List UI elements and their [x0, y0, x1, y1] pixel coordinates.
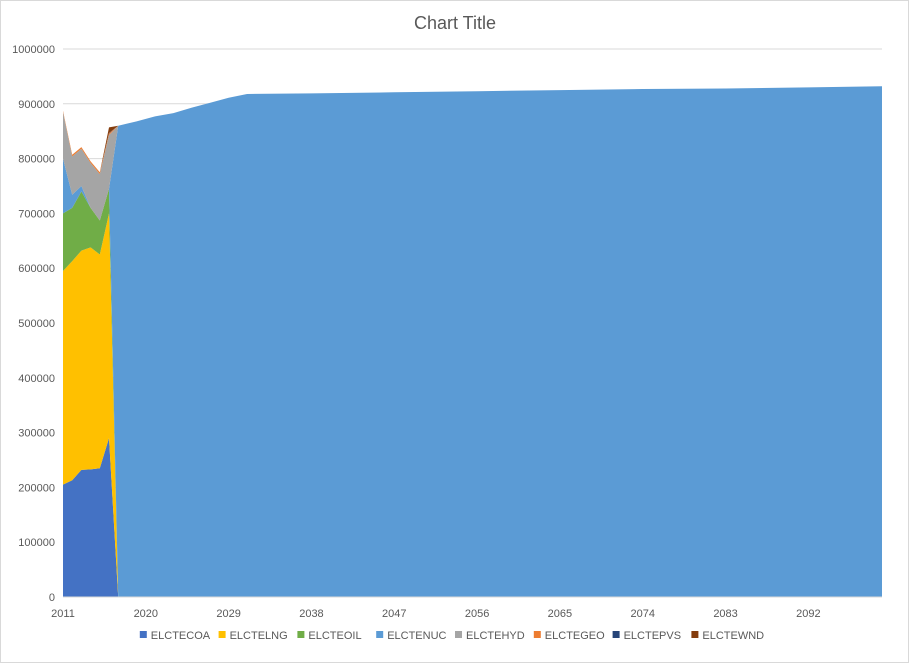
- y-tick-label: 300000: [18, 428, 55, 440]
- legend-label: ELCTELNG: [230, 630, 288, 642]
- legend-swatch: [533, 631, 541, 638]
- legend-swatch: [218, 631, 226, 638]
- x-tick-label: 2083: [713, 608, 737, 620]
- legend-label: ELCTEWND: [702, 630, 764, 642]
- legend-label: ELCTEGEO: [545, 630, 605, 642]
- legend-swatch: [139, 631, 147, 638]
- x-tick-label: 2020: [134, 608, 158, 620]
- legend-label: ELCTEPVS: [624, 630, 681, 642]
- legend-swatch: [297, 631, 305, 638]
- legend-label: ELCTEHYD: [466, 630, 525, 642]
- legend-item-elctecoa: ELCTECOA: [139, 630, 211, 642]
- y-tick-label: 900000: [18, 99, 55, 111]
- y-tick-label: 1000000: [12, 44, 55, 56]
- y-tick-label: 100000: [18, 537, 55, 549]
- legend-item-elctegeo: ELCTEGEO: [533, 630, 605, 642]
- y-tick-label: 800000: [18, 154, 55, 166]
- x-tick-label: 2092: [796, 608, 820, 620]
- x-tick-label: 2029: [216, 608, 240, 620]
- plot-area: [63, 86, 882, 598]
- x-tick-label: 2038: [299, 608, 323, 620]
- legend-swatch: [455, 631, 462, 638]
- y-tick-label: 600000: [18, 263, 55, 275]
- y-tick-label: 700000: [18, 208, 55, 220]
- y-tick-label: 500000: [18, 318, 55, 330]
- legend-swatch: [376, 631, 384, 638]
- area-series-elctenuc: [63, 86, 882, 597]
- x-tick-label: 2074: [630, 608, 654, 620]
- legend-label: ELCTEOIL: [308, 630, 361, 642]
- chart-title: Chart Title: [414, 13, 496, 33]
- legend-label: ELCTENUC: [387, 630, 446, 642]
- y-tick-label: 400000: [18, 373, 55, 385]
- legend-item-elctelng: ELCTELNG: [218, 630, 288, 642]
- legend-item-elcteoil: ELCTEOIL: [297, 630, 362, 642]
- y-tick-label: 200000: [18, 482, 55, 494]
- legend-item-elctenuc: ELCTENUC: [376, 630, 447, 642]
- legend-swatch: [691, 631, 699, 638]
- x-tick-label: 2056: [465, 608, 489, 620]
- legend-item-elctepvs: ELCTEPVS: [612, 630, 681, 642]
- y-tick-label: 0: [49, 592, 55, 604]
- x-tick-label: 2011: [51, 608, 75, 620]
- legend-item-elctehyd: ELCTEHYD: [455, 630, 525, 642]
- legend-item-elctewnd: ELCTEWND: [691, 630, 764, 642]
- legend: ELCTECOA ELCTELNG ELCTEOIL ELCTENUC ELCTEHYD…: [139, 630, 764, 642]
- axes: 0 100000 200000 300000 400000 500000 600000 700…: [12, 44, 882, 620]
- x-tick-label: 2065: [548, 608, 572, 620]
- legend-swatch: [612, 631, 620, 638]
- legend-label: ELCTECOA: [151, 630, 211, 642]
- x-tick-label: 2047: [382, 608, 406, 620]
